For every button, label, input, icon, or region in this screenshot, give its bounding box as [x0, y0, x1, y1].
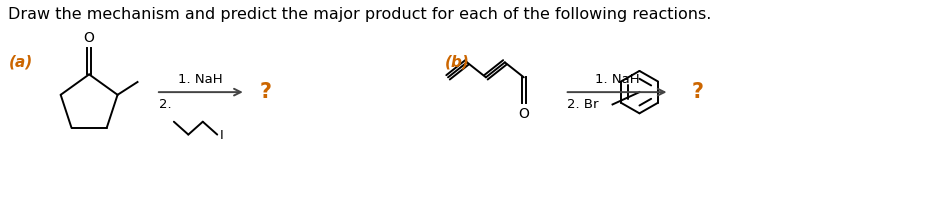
- Text: (a): (a): [8, 55, 32, 70]
- Text: 1. NaH: 1. NaH: [595, 73, 639, 86]
- Text: 2.: 2.: [159, 98, 171, 111]
- Text: ?: ?: [260, 82, 272, 102]
- Text: I: I: [220, 129, 224, 142]
- Text: (b): (b): [445, 55, 470, 70]
- Text: Draw the mechanism and predict the major product for each of the following react: Draw the mechanism and predict the major…: [8, 7, 711, 22]
- Text: ?: ?: [691, 82, 703, 102]
- Text: O: O: [518, 107, 529, 121]
- Text: 1. NaH: 1. NaH: [179, 73, 223, 86]
- Text: O: O: [83, 31, 94, 45]
- Text: 2. Br: 2. Br: [567, 98, 598, 111]
